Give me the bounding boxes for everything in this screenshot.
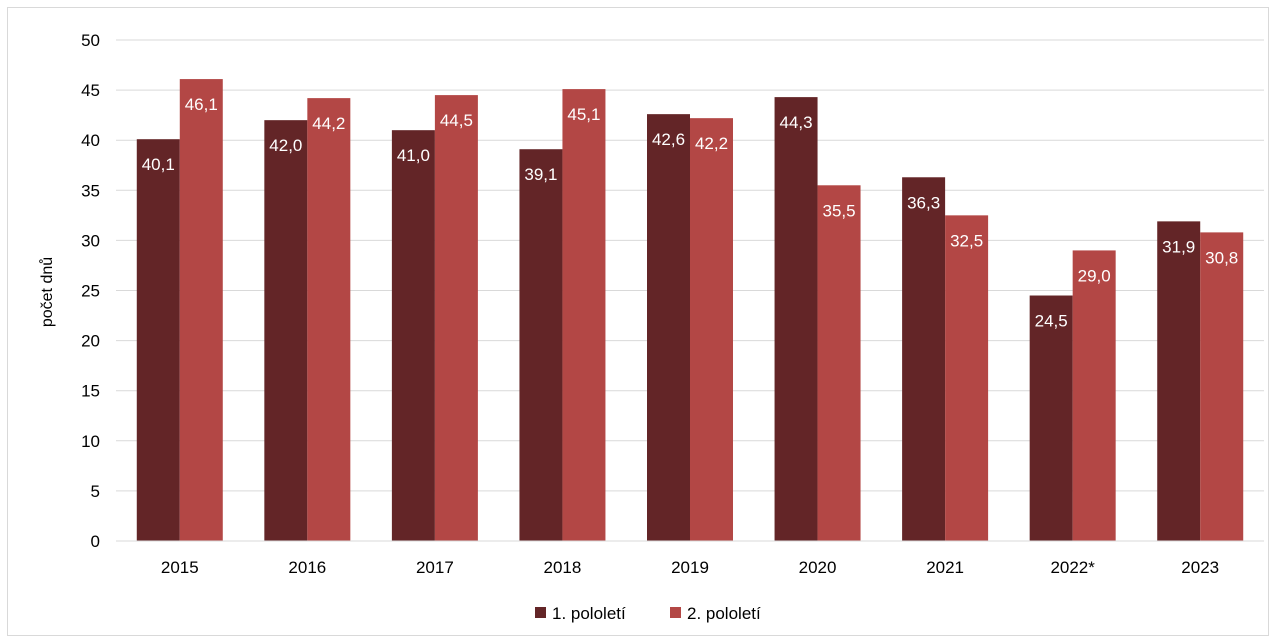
bar-series-1-2023 bbox=[1157, 221, 1201, 541]
y-tick-label: 30 bbox=[81, 231, 100, 250]
x-tick-label: 2018 bbox=[544, 558, 582, 577]
x-tick-label: 2021 bbox=[926, 558, 964, 577]
data-labels: 40,1 46,1 42,0 44,2 41,0 44,5 39,1 45,1 42,6 42,2… bbox=[142, 95, 1239, 330]
data-label: 39,1 bbox=[524, 165, 557, 184]
data-label: 29,0 bbox=[1078, 266, 1111, 285]
x-tick-label: 2017 bbox=[416, 558, 454, 577]
bar-series-1-2022 bbox=[1029, 295, 1073, 541]
y-tick-label: 10 bbox=[81, 432, 100, 451]
bar-series-1-2021 bbox=[902, 177, 946, 542]
y-tick-label: 35 bbox=[81, 181, 100, 200]
x-tick-label: 2022* bbox=[1050, 558, 1095, 577]
legend-label-2: 2. pololetí bbox=[687, 604, 761, 623]
bar-series-2-2018 bbox=[562, 89, 606, 542]
data-label: 42,2 bbox=[695, 134, 728, 153]
data-label: 30,8 bbox=[1205, 248, 1238, 267]
data-label: 46,1 bbox=[185, 95, 218, 114]
data-label: 36,3 bbox=[907, 193, 940, 212]
y-axis-title: počet dnů bbox=[38, 257, 56, 327]
y-tick-label: 40 bbox=[81, 131, 100, 150]
y-tick-label: 5 bbox=[91, 482, 100, 501]
y-tick-label: 15 bbox=[81, 382, 100, 401]
y-tick-label: 20 bbox=[81, 332, 100, 351]
bars bbox=[136, 79, 1244, 542]
bar-series-2-2015 bbox=[179, 79, 223, 541]
legend-swatch-1 bbox=[535, 607, 546, 618]
bar-series-2-2019 bbox=[690, 118, 733, 541]
bar-series-2-2023 bbox=[1200, 232, 1244, 541]
x-tick-label: 2023 bbox=[1181, 558, 1219, 577]
bar-series-2-2022 bbox=[1072, 250, 1116, 542]
x-tick-label: 2019 bbox=[671, 558, 709, 577]
x-tick-label: 2020 bbox=[799, 558, 837, 577]
data-label: 24,5 bbox=[1035, 312, 1068, 331]
y-tick-label: 25 bbox=[81, 282, 100, 301]
legend: 1. pololetí 2. pololetí bbox=[535, 604, 761, 623]
x-tick-label: 2015 bbox=[161, 558, 199, 577]
bar-series-1-2017 bbox=[391, 130, 435, 541]
x-tick-label: 2016 bbox=[288, 558, 326, 577]
data-label: 42,6 bbox=[652, 130, 685, 149]
data-label: 44,2 bbox=[312, 114, 345, 133]
bar-series-2-2017 bbox=[434, 95, 478, 542]
data-label: 44,5 bbox=[440, 111, 473, 130]
data-label: 44,3 bbox=[780, 113, 813, 132]
bar-series-1-2019 bbox=[647, 114, 690, 541]
legend-label-1: 1. pololetí bbox=[552, 604, 626, 623]
x-axis-ticks: 2015 2016 2017 2018 2019 2020 2021 2022* 2023 bbox=[161, 558, 1219, 577]
bar-series-2-2021 bbox=[945, 215, 989, 541]
data-label: 32,5 bbox=[950, 231, 983, 250]
bar-series-1-2016 bbox=[264, 120, 308, 541]
y-tick-label: 0 bbox=[91, 532, 100, 551]
data-label: 31,9 bbox=[1162, 237, 1195, 256]
legend-swatch-2 bbox=[670, 607, 681, 618]
bar-series-2-2020 bbox=[817, 185, 861, 542]
y-tick-label: 50 bbox=[81, 31, 100, 50]
data-label: 40,1 bbox=[142, 155, 175, 174]
y-tick-label: 45 bbox=[81, 81, 100, 100]
data-label: 41,0 bbox=[397, 146, 430, 165]
data-label: 35,5 bbox=[823, 201, 856, 220]
data-label: 45,1 bbox=[567, 105, 600, 124]
bar-series-2-2016 bbox=[307, 98, 351, 541]
data-label: 42,0 bbox=[269, 136, 302, 155]
bar-series-1-2020 bbox=[774, 97, 818, 541]
bar-series-1-2018 bbox=[519, 149, 563, 541]
y-axis-ticks: 0 5 10 15 20 25 30 35 40 45 50 bbox=[81, 31, 100, 551]
bar-series-1-2015 bbox=[136, 139, 180, 541]
